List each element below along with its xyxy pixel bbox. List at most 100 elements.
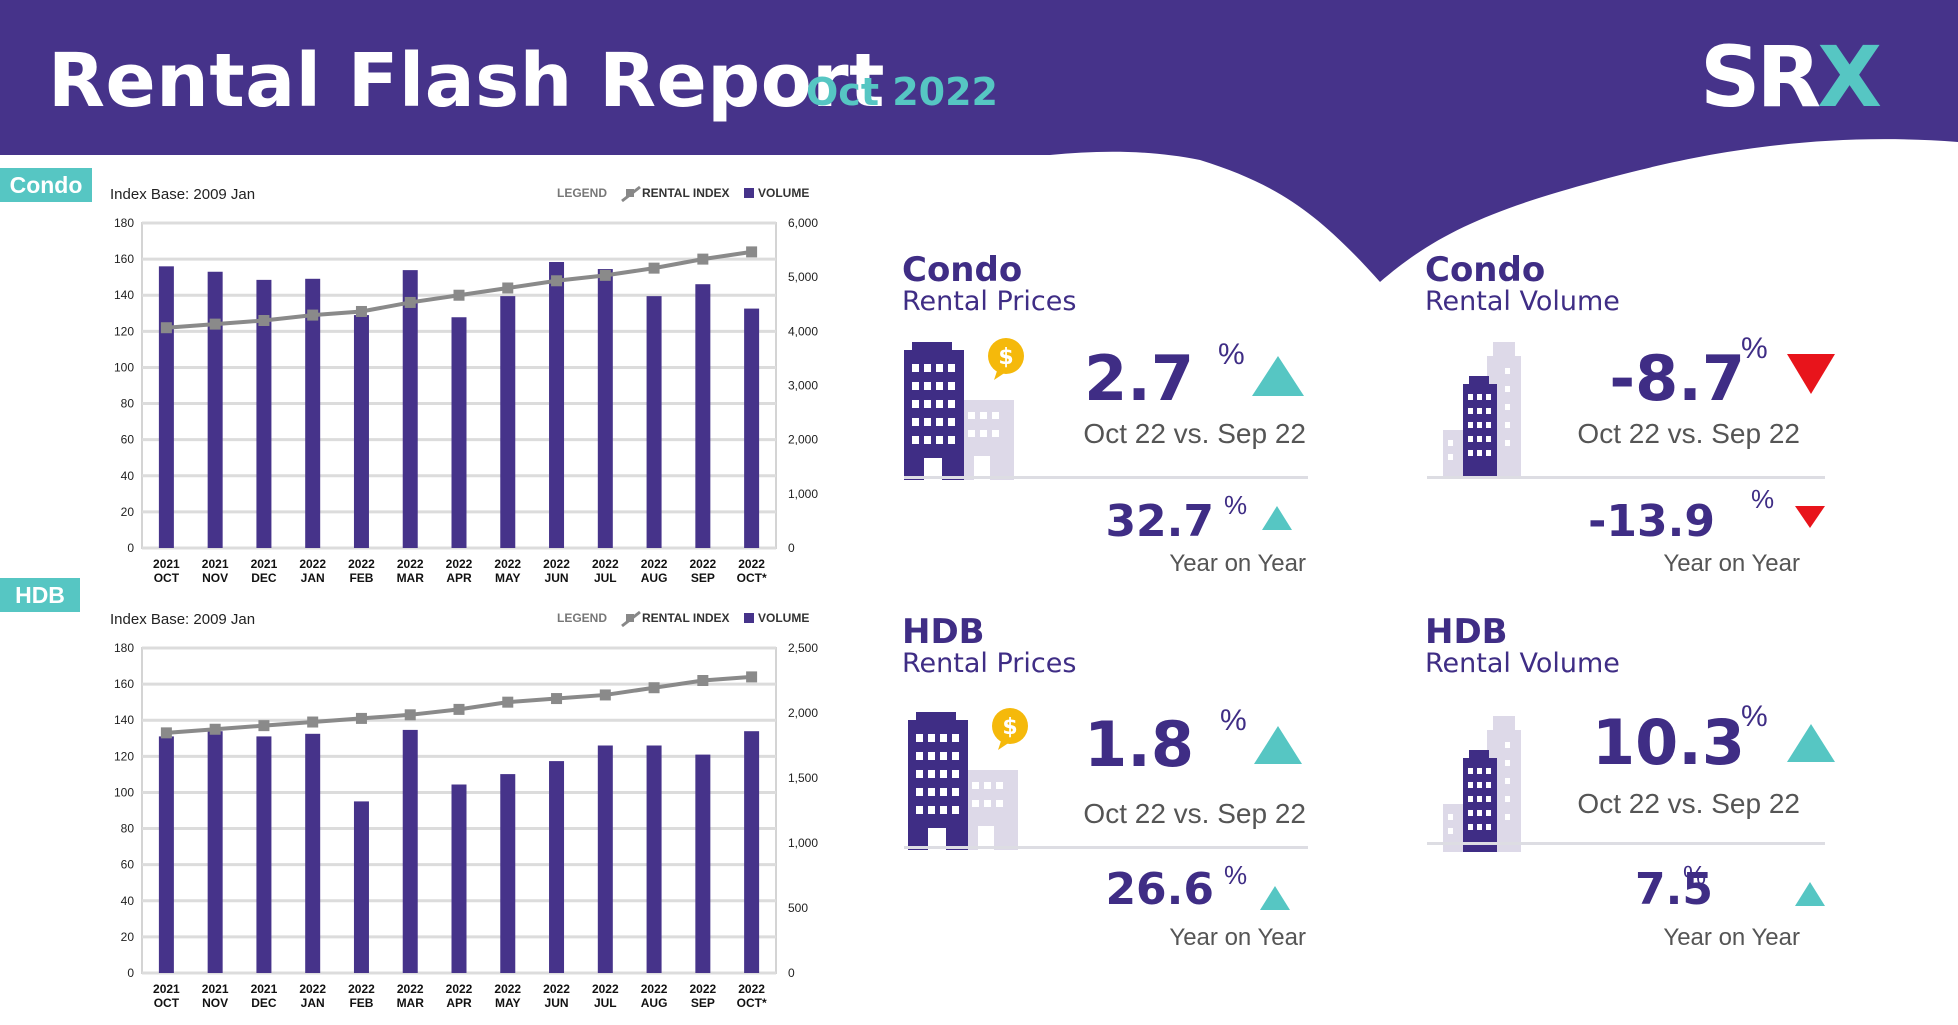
hdb-prices-yoy-value: 26.6 [1105, 864, 1214, 915]
y-right-tick-label: 2,000 [788, 706, 818, 720]
card-title: HDB [902, 612, 985, 652]
x-tick-month: APR [446, 996, 472, 1010]
up-arrow-icon [1252, 356, 1304, 396]
comparison-period: Oct 22 vs. Sep 22 [1577, 788, 1800, 819]
x-tick-year: 2022 [299, 982, 326, 996]
y-right-tick-label: 1,500 [788, 771, 818, 785]
hdb-panel-tag: HDB [0, 578, 80, 612]
percent-sign: % [1218, 338, 1245, 371]
volume-bar [353, 315, 369, 548]
y-right-tick-label: 2,000 [788, 433, 818, 447]
y-left-tick-label: 40 [121, 894, 135, 908]
x-tick-year: 2022 [397, 557, 424, 571]
volume-bar [500, 774, 516, 973]
volume-bar [158, 736, 174, 973]
y-left-tick-label: 120 [114, 749, 134, 763]
x-tick-month: DEC [251, 571, 277, 585]
x-tick-year: 2021 [251, 982, 278, 996]
x-tick-year: 2022 [543, 982, 570, 996]
volume-bar [158, 266, 174, 548]
x-tick-month: JUL [594, 571, 617, 585]
legend-volume: VOLUME [758, 611, 809, 625]
condo-prices-yoy-value: 32.7 [1105, 496, 1214, 547]
x-tick-month: AUG [641, 996, 668, 1010]
x-tick-year: 2022 [592, 982, 619, 996]
down-arrow-icon [1795, 506, 1825, 528]
y-right-tick-label: 2,500 [788, 641, 818, 655]
volume-bar [207, 731, 223, 973]
card-title: Condo [1425, 250, 1546, 290]
rental-index-point [551, 693, 563, 705]
x-tick-month: OCT [154, 571, 180, 585]
x-tick-year: 2022 [689, 982, 716, 996]
x-tick-month: MAY [495, 571, 521, 585]
x-tick-year: 2022 [494, 557, 521, 571]
x-tick-month: FEB [349, 996, 373, 1010]
legend-marker-swatch [626, 614, 634, 622]
volume-bar [256, 279, 272, 548]
rental-index-point [453, 289, 465, 301]
report-period: Oct 2022 [806, 70, 998, 114]
volume-bar [597, 745, 613, 973]
x-tick-year: 2021 [202, 557, 229, 571]
rental-index-point [209, 318, 221, 330]
y-left-tick-label: 100 [114, 360, 134, 374]
volume-bar [207, 271, 223, 548]
y-right-tick-label: 0 [788, 966, 795, 980]
up-arrow-icon [1787, 724, 1835, 762]
x-tick-year: 2022 [592, 557, 619, 571]
y-left-tick-label: 160 [114, 677, 134, 691]
x-tick-month: APR [446, 571, 472, 585]
y-right-tick-label: 500 [788, 901, 808, 915]
card-subtitle: Rental Prices [902, 648, 1077, 679]
index-base-label: Index Base: 2009 Jan [110, 611, 255, 628]
rental-index-point [258, 720, 270, 732]
rental-index-point [746, 671, 758, 683]
report-title: Rental Flash Report [48, 38, 885, 124]
up-arrow-icon [1795, 882, 1825, 906]
comparison-period: Oct 22 vs. Sep 22 [1083, 418, 1306, 449]
legend-rental-index: RENTAL INDEX [642, 186, 730, 200]
volume-bar [305, 733, 321, 973]
x-tick-month: JUN [545, 996, 569, 1010]
x-tick-month: MAR [397, 996, 425, 1010]
rental-index-point [404, 709, 416, 721]
year-on-year-label: Year on Year [1169, 924, 1306, 951]
y-left-tick-label: 0 [127, 541, 134, 555]
card-subtitle: Rental Volume [1425, 648, 1620, 679]
x-tick-month: OCT* [737, 571, 767, 585]
x-tick-year: 2021 [153, 557, 180, 571]
y-right-tick-label: 6,000 [788, 216, 818, 230]
percent-sign: % [1741, 700, 1768, 733]
hdb-prices-card: HDB Rental Prices $ 1.8 % Oct 22 vs. Sep… [902, 612, 1322, 951]
condo-chart: Index Base: 2009 Jan LEGEND RENTAL INDEX VO… [110, 185, 818, 585]
legend-marker-swatch [626, 189, 634, 197]
card-divider [904, 846, 1308, 849]
card-divider [1427, 842, 1825, 845]
down-arrow-icon [1787, 354, 1835, 394]
volume-bar [597, 269, 613, 548]
volume-bar [695, 754, 711, 973]
hdb-volume-card: HDB Rental Volume 10.3 % Oct 22 vs. Sep … [1425, 612, 1845, 951]
condo-prices-mom-value: 2.7 [1084, 342, 1194, 415]
x-tick-year: 2022 [446, 557, 473, 571]
card-divider [1427, 476, 1825, 479]
condo-volume-card: Condo Rental Volume -8.7 % Oct 22 vs. Se… [1425, 250, 1845, 577]
percent-sign: % [1224, 860, 1248, 890]
svg-text:$: $ [1002, 715, 1017, 740]
y-right-tick-label: 1,000 [788, 836, 818, 850]
legend-volume: VOLUME [758, 186, 809, 200]
x-tick-year: 2022 [641, 982, 668, 996]
x-tick-year: 2021 [202, 982, 229, 996]
x-tick-year: 2022 [348, 982, 375, 996]
x-tick-month: FEB [349, 571, 373, 585]
legend-volume-swatch [744, 188, 754, 198]
x-tick-month: OCT [154, 996, 180, 1010]
x-tick-month: JAN [301, 571, 325, 585]
volume-bar [549, 761, 565, 973]
rental-index-point [209, 723, 221, 735]
rental-index-point [355, 712, 367, 724]
y-left-tick-label: 120 [114, 324, 134, 338]
up-arrow-icon [1262, 506, 1292, 530]
card-subtitle: Rental Prices [902, 286, 1077, 317]
